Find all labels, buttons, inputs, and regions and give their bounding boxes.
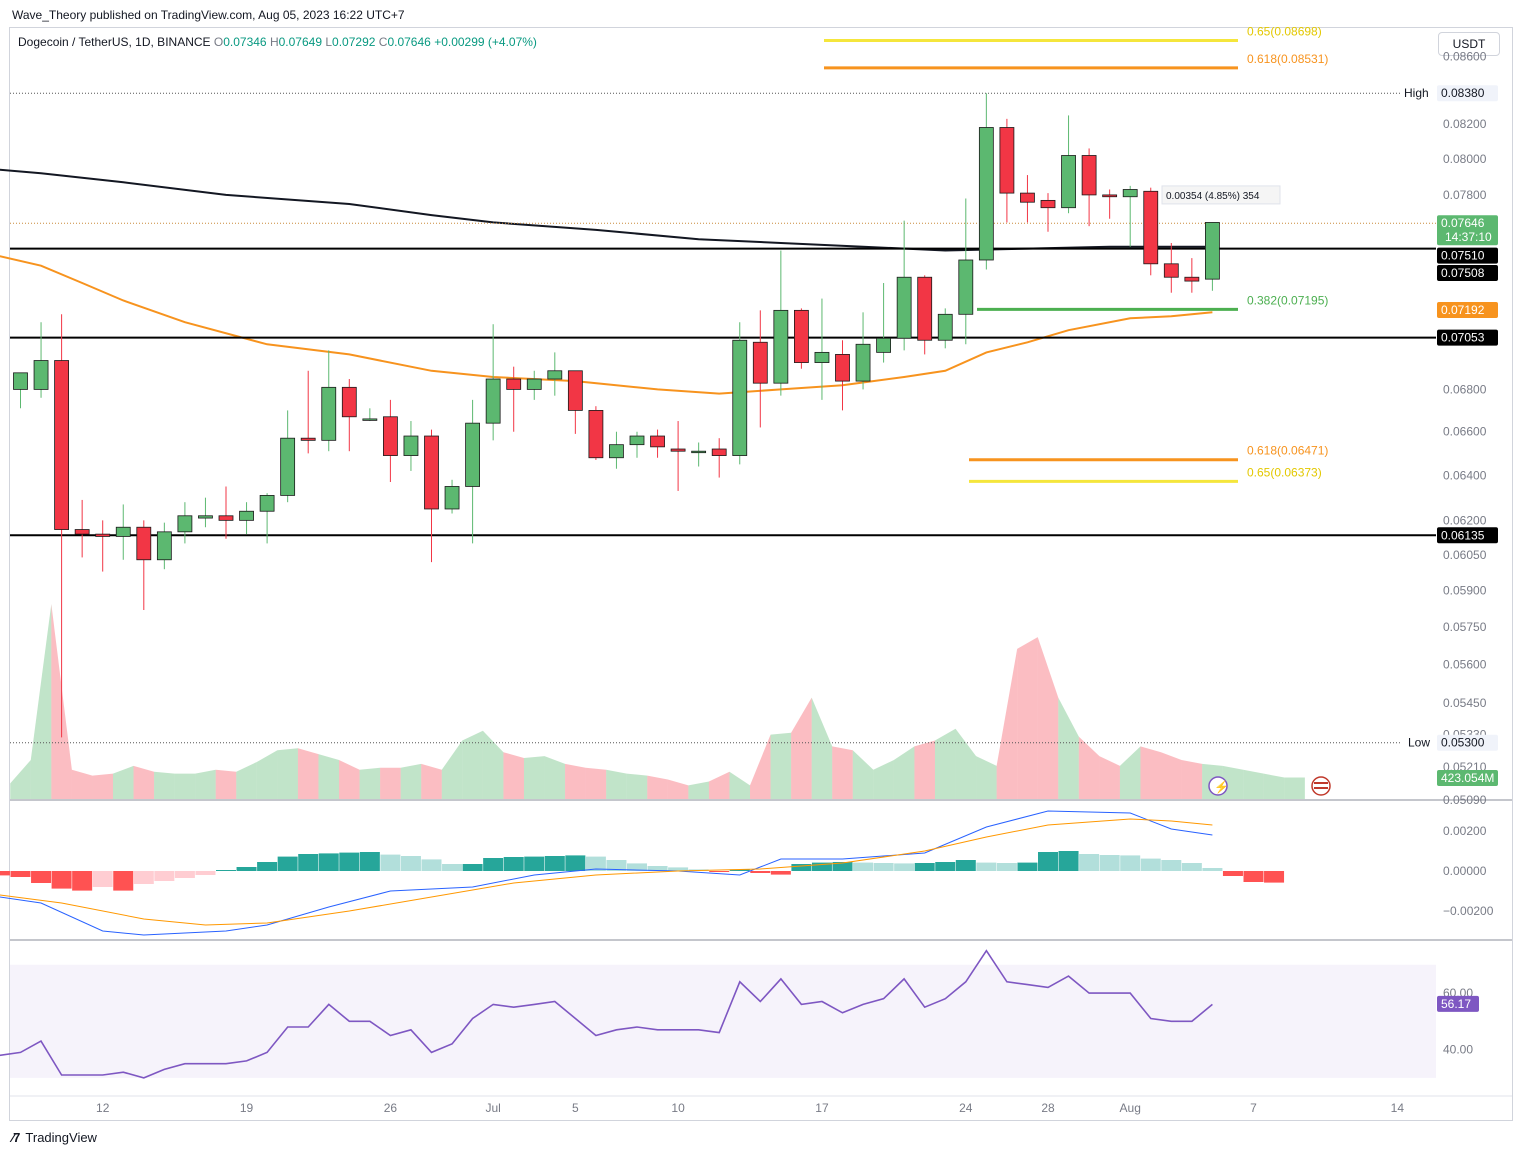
close-value: 0.07646: [387, 35, 431, 49]
chart-frame: [9, 27, 1513, 1121]
low-value: 0.07292: [332, 35, 376, 49]
publisher-line: Wave_Theory published on TradingView.com…: [12, 8, 405, 22]
symbol-name[interactable]: Dogecoin / TetherUS, 1D, BINANCE: [18, 35, 211, 49]
tradingview-brand: ⁄7 TradingView: [12, 1130, 97, 1145]
open-label: O: [213, 35, 224, 49]
close-label: C: [378, 35, 388, 49]
symbol-legend: Dogecoin / TetherUS, 1D, BINANCE O0.0734…: [18, 35, 537, 49]
high-value: 0.07649: [278, 35, 323, 49]
change-value: +0.00299 (+4.07%): [434, 35, 537, 49]
currency-button[interactable]: USDT: [1438, 32, 1500, 56]
high-label: H: [269, 35, 279, 49]
open-value: 0.07346: [223, 35, 267, 49]
low-label: L: [325, 35, 333, 49]
brand-name: TradingView: [25, 1130, 97, 1145]
tradingview-logo-icon: ⁄7: [12, 1130, 20, 1145]
